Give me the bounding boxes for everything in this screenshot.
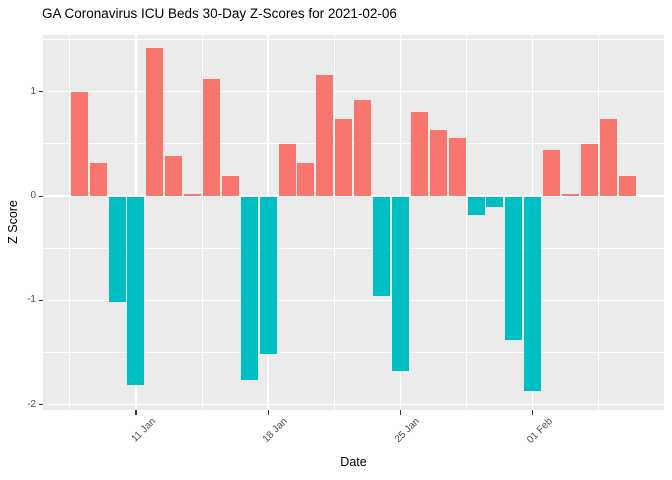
y-tick-mark bbox=[38, 91, 43, 93]
x-tick-label: 01 Feb bbox=[524, 416, 555, 446]
v-minor-gridline bbox=[333, 35, 335, 410]
x-tick-label: 11 Jan bbox=[129, 416, 158, 445]
bar-2021-01-23 bbox=[354, 100, 372, 196]
h-major-gridline bbox=[43, 403, 664, 406]
x-tick-label: 18 Jan bbox=[260, 416, 290, 446]
bar-2021-01-18 bbox=[259, 197, 277, 355]
plot-panel bbox=[43, 35, 664, 410]
bar-2021-02-05 bbox=[599, 118, 617, 196]
h-minor-gridline bbox=[43, 247, 664, 249]
y-tick-mark bbox=[38, 404, 43, 406]
bar-2021-01-29 bbox=[467, 197, 485, 215]
bar-2021-01-09 bbox=[89, 162, 107, 196]
h-major-gridline bbox=[43, 195, 664, 197]
v-minor-gridline bbox=[466, 35, 468, 410]
x-tick-mark bbox=[532, 410, 534, 415]
bar-2021-01-14 bbox=[184, 193, 202, 196]
bar-2021-01-16 bbox=[221, 176, 239, 196]
y-tick-label: 1 bbox=[30, 85, 36, 97]
bar-2021-01-25 bbox=[391, 197, 409, 372]
y-tick-label: -1 bbox=[27, 294, 36, 306]
bar-2021-01-17 bbox=[240, 197, 258, 380]
bar-2021-02-04 bbox=[580, 143, 598, 196]
h-minor-gridline bbox=[43, 143, 664, 145]
bar-2021-01-22 bbox=[335, 118, 353, 196]
bar-2021-01-30 bbox=[486, 197, 504, 208]
y-tick-mark bbox=[38, 299, 43, 301]
y-tick-mark bbox=[38, 195, 43, 197]
v-minor-gridline bbox=[69, 35, 71, 410]
bar-2021-02-01 bbox=[524, 197, 542, 391]
bar-2021-01-26 bbox=[410, 111, 428, 196]
bar-2021-01-28 bbox=[448, 137, 466, 196]
h-minor-gridline bbox=[43, 39, 664, 41]
bar-2021-02-03 bbox=[561, 193, 579, 196]
bar-2021-01-21 bbox=[316, 75, 334, 196]
v-minor-gridline bbox=[201, 35, 203, 410]
x-tick-mark bbox=[135, 410, 137, 415]
h-major-gridline bbox=[43, 90, 664, 93]
x-tick-mark bbox=[399, 410, 402, 415]
bar-2021-01-08 bbox=[70, 91, 88, 196]
bar-2021-01-20 bbox=[297, 162, 315, 196]
y-tick-label: 0 bbox=[30, 190, 36, 201]
bar-2021-01-24 bbox=[373, 197, 391, 297]
v-minor-gridline bbox=[598, 35, 600, 410]
bar-2021-01-10 bbox=[108, 197, 126, 303]
x-tick-mark bbox=[267, 410, 269, 415]
bar-2021-02-06 bbox=[618, 176, 636, 196]
bar-2021-01-11 bbox=[127, 197, 145, 385]
x-axis-title: Date bbox=[340, 455, 367, 469]
y-tick-label: -2 bbox=[27, 398, 36, 410]
bar-2021-02-02 bbox=[543, 150, 561, 196]
y-axis-title: Z Score bbox=[6, 200, 20, 244]
h-minor-gridline bbox=[43, 351, 664, 353]
bar-2021-01-13 bbox=[165, 156, 183, 196]
bar-2021-01-19 bbox=[278, 143, 296, 196]
bar-2021-01-15 bbox=[203, 79, 220, 196]
x-tick-label: 25 Jan bbox=[393, 416, 423, 446]
bar-2021-01-31 bbox=[505, 197, 523, 340]
bar-2021-01-12 bbox=[146, 47, 164, 196]
h-major-gridline bbox=[43, 299, 664, 302]
bar-2021-01-27 bbox=[429, 130, 447, 196]
chart-title: GA Coronavirus ICU Beds 30-Day Z-Scores … bbox=[42, 6, 397, 21]
